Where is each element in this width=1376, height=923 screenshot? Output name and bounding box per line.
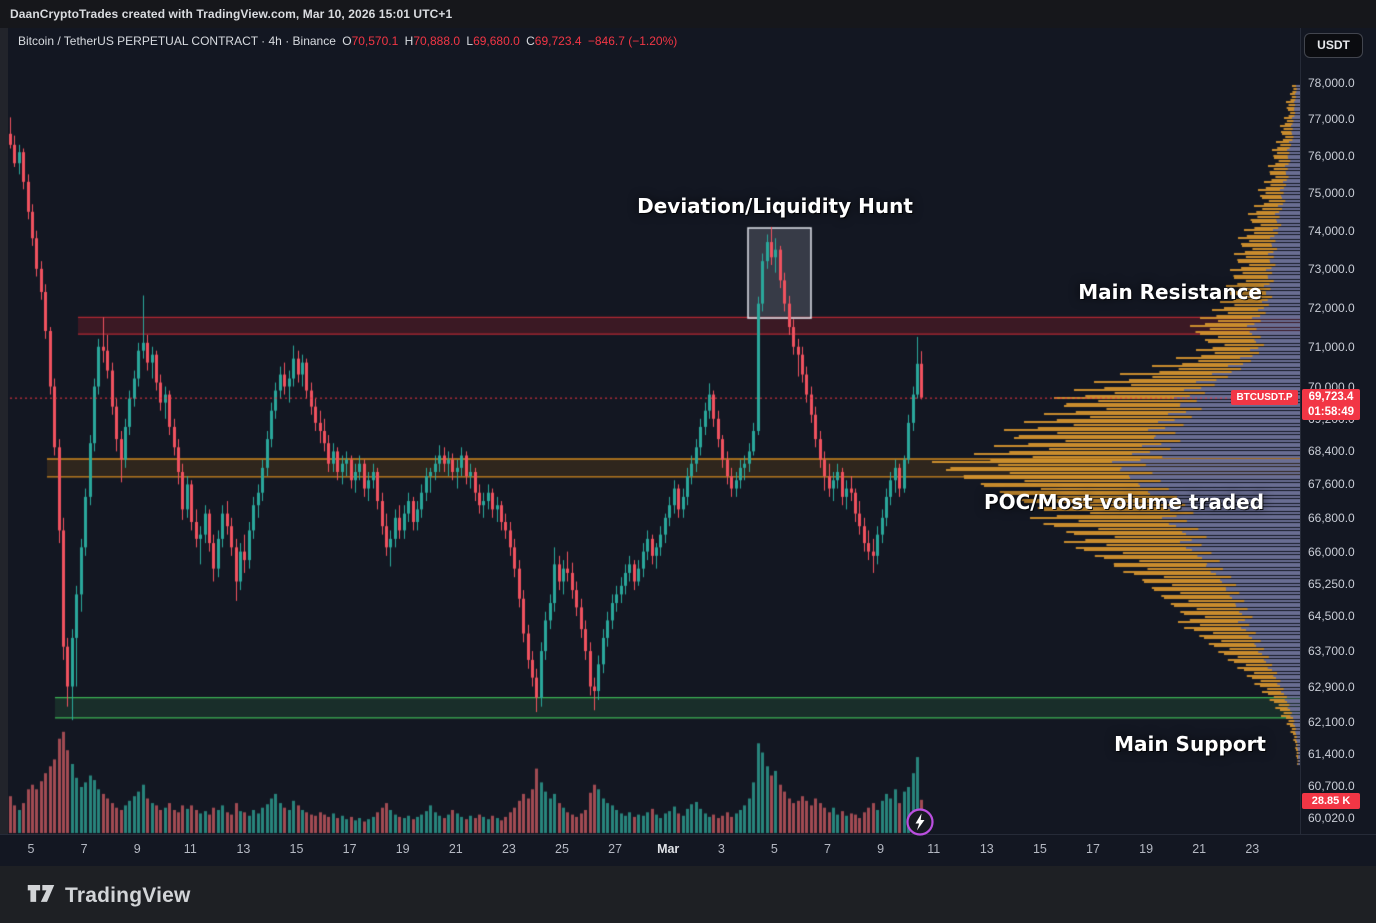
price-tick-61400: 61,400.0 [1308,747,1355,762]
price-tick-75000: 75,000.0 [1308,186,1355,200]
annotation-poc-most-volume: POC/Most volume traded [983,490,1265,514]
price-chart-canvas[interactable] [0,28,1300,834]
price-tick-66000: 66,000.0 [1308,544,1355,559]
tradingview-brand[interactable]: TradingView [26,880,191,911]
price-tick-64500: 64,500.0 [1308,609,1355,624]
price-tick-62100: 62,100.0 [1308,715,1355,730]
symbol-price-tag: BTCUSDT.P [1231,390,1298,405]
price-tick-65250: 65,250.0 [1308,576,1355,591]
time-tick-21-44: 21 [1192,842,1207,856]
ohlc-high-value: 70,888.0 [413,34,461,48]
time-tick-3-26: 3 [717,842,725,856]
attribution-text: DaanCryptoTrades created with TradingVie… [10,7,453,21]
time-tick-17-12: 17 [342,842,357,856]
ohlc-close-key: C [526,34,535,48]
time-tick-7-30: 7 [824,842,831,856]
time-tick-13-36: 13 [979,842,994,856]
tradingview-logo-icon [26,880,56,911]
time-axis-border [0,834,1376,835]
price-tick-77000: 77,000.0 [1308,112,1355,127]
tradingview-brand-text: TradingView [65,883,191,907]
time-tick-11-34: 11 [927,842,941,856]
ohlc-open-value: 70,570.1 [351,34,399,48]
price-tick-74000: 74,000.0 [1308,223,1355,238]
price-tick-60700: 60,700.0 [1308,779,1355,794]
price-tick-62900: 62,900.0 [1308,679,1355,694]
price-tick-68400: 68,400.0 [1308,444,1355,459]
time-axis[interactable]: 5 7 9 11 13 15 17 19 21 23 25 27 Mar 3 5 7 9 11 13 15 17 19 21… [0,835,1376,866]
price-axis[interactable]: 78,000.0 77,000.0 76,000.0 75,000.0 74,000.0… [1301,28,1376,834]
time-tick-9-32: 9 [877,842,885,856]
time-tick-25-20: 25 [555,842,569,856]
time-tick-15-38: 15 [1032,842,1047,856]
time-tick-23-46: 23 [1245,842,1260,856]
bar-countdown: 01:58:49 [1307,406,1355,418]
time-tick-13-8: 13 [236,842,251,856]
time-tick-7-2: 7 [80,842,88,856]
annotation-main-support: Main Support [1114,732,1266,756]
price-axis-border [1300,28,1301,834]
ohlc-close-value: 69,723.4 [534,34,582,48]
price-tick-63700: 63,700.0 [1308,644,1355,659]
time-tick-19-42: 19 [1139,842,1154,856]
ohlc-low-key: L [466,34,474,48]
price-tick-67600: 67,600.0 [1308,477,1355,492]
time-tick-Mar-24: Mar [657,842,680,856]
symbol-legend[interactable]: Bitcoin / TetherUS PERPETUAL CONTRACT · … [18,34,680,48]
time-tick-23-18: 23 [501,842,516,856]
time-tick-21-16: 21 [448,842,463,856]
attribution-bar: DaanCryptoTrades created with TradingVie… [0,0,1376,28]
currency-toggle-button[interactable]: USDT [1304,33,1363,58]
annotation-main-resistance: Main Resistance [1078,280,1262,304]
ohlc-low-value: 69,680.0 [473,34,520,48]
price-tick-73000: 73,000.0 [1308,261,1355,276]
time-tick-5-0: 5 [27,842,35,856]
price-tick-66800: 66,800.0 [1308,510,1355,525]
change-value: −846.7 (−1.20%) [587,34,678,48]
time-tick-19-14: 19 [395,842,410,856]
realtime-flash-icon[interactable] [905,807,935,837]
left-edge-strip [0,28,8,834]
price-tick-71000: 71,000.0 [1308,339,1355,354]
time-tick-15-10: 15 [289,842,304,856]
price-tick-60020: 60,020.0 [1308,810,1355,825]
footer-bar: TradingView [0,866,1376,923]
last-price-value: 69,723.4 [1308,391,1354,403]
time-tick-17-40: 17 [1086,842,1100,856]
price-tick-78000: 78,000.0 [1308,76,1355,90]
symbol-title: Bitcoin / TetherUS PERPETUAL CONTRACT · … [18,34,336,48]
time-tick-27-22: 27 [608,842,623,856]
ohlc-open-key: O [342,34,352,48]
ohlc-high-key: H [404,34,414,48]
time-tick-9-4: 9 [133,842,141,856]
volume-value-label: 28.85 K [1302,793,1360,809]
last-price-label: 69,723.4 01:58:49 [1302,389,1360,420]
time-tick-11-6: 11 [183,842,197,856]
annotation-deviation-liquidity-hunt: Deviation/Liquidity Hunt [637,194,913,218]
price-tick-72000: 72,000.0 [1308,300,1355,315]
price-tick-76000: 76,000.0 [1308,148,1355,163]
time-tick-5-28: 5 [770,842,778,856]
